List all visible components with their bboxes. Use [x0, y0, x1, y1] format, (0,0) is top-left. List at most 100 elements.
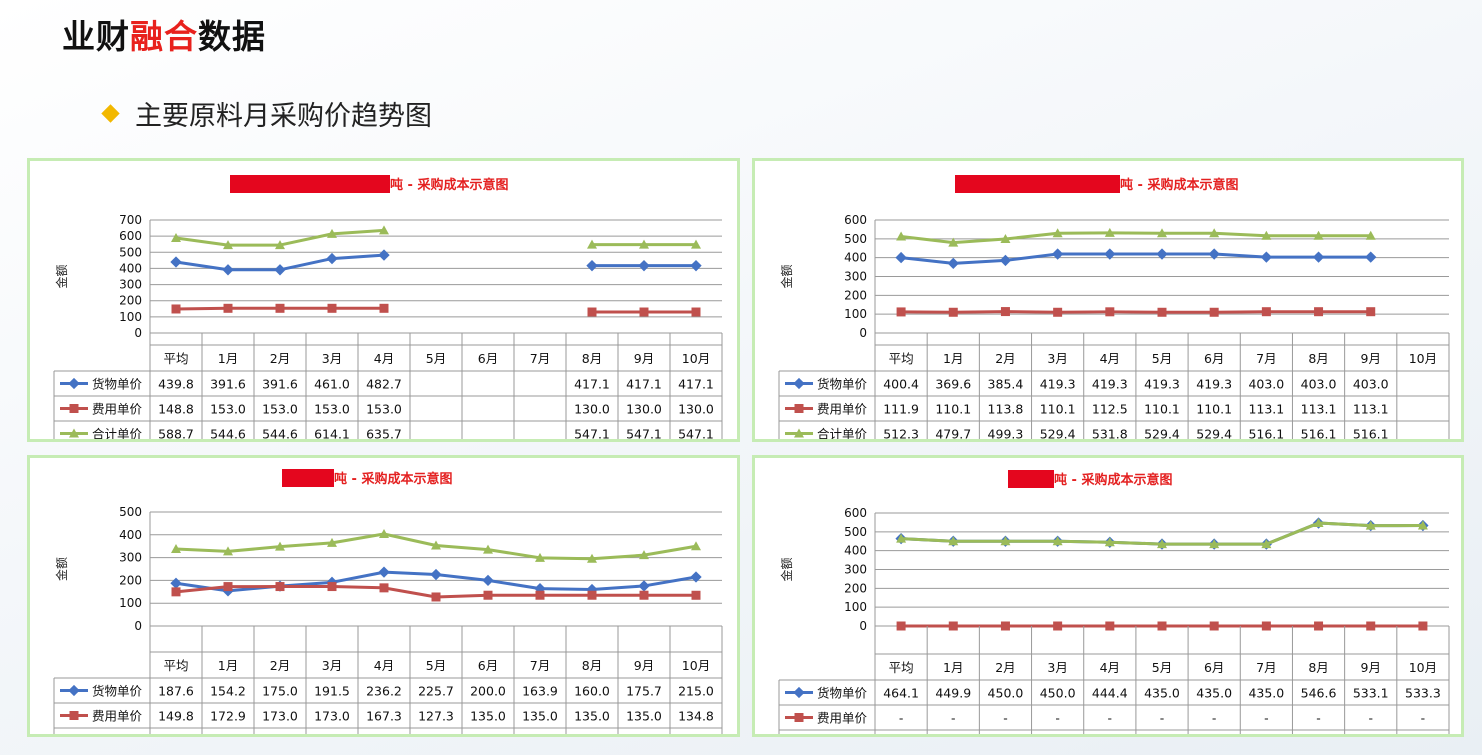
data-point — [1052, 228, 1063, 238]
y-tick-label: 0 — [134, 326, 142, 340]
data-cell: 516.1 — [1301, 427, 1337, 440]
data-cell: 533.1 — [1353, 686, 1389, 701]
data-cell: 461.0 — [314, 377, 350, 392]
data-point — [1105, 621, 1115, 631]
data-cell: 135.0 — [626, 709, 662, 724]
data-cell: 512.3 — [883, 427, 919, 440]
data-point — [691, 239, 701, 249]
data-cell: 419.3 — [1092, 377, 1128, 392]
data-cell: 154.2 — [210, 684, 246, 699]
x-tick-label: 2月 — [995, 660, 1015, 675]
data-point — [639, 307, 649, 317]
legend-marker — [68, 377, 80, 390]
data-point — [275, 303, 285, 313]
data-point — [1000, 307, 1010, 317]
data-cell: 130.0 — [574, 402, 610, 417]
data-point — [275, 582, 285, 592]
data-point — [948, 536, 959, 546]
y-tick-label: 500 — [844, 232, 867, 246]
data-point — [1157, 539, 1167, 549]
data-point — [690, 260, 702, 272]
x-tick-label: 8月 — [1308, 660, 1328, 675]
data-cell: 134.8 — [678, 709, 714, 724]
y-tick-label: 300 — [119, 551, 142, 565]
data-cell: 635.7 — [366, 427, 402, 440]
data-cell: 113.1 — [1248, 402, 1284, 417]
x-tick-label: 5月 — [426, 351, 446, 366]
data-cell: 173.0 — [262, 709, 298, 724]
data-point — [327, 303, 337, 313]
data-point — [327, 537, 337, 547]
data-point — [691, 590, 701, 600]
series-3 — [896, 227, 1376, 247]
data-cell: 435.0 — [1196, 686, 1232, 701]
data-point — [1000, 233, 1011, 243]
legend-marker — [69, 428, 79, 438]
data-cell: 403.0 — [1301, 377, 1337, 392]
data-cell: 173.0 — [314, 709, 350, 724]
x-tick-label: 1月 — [218, 351, 238, 366]
x-tick-label: 10月 — [1409, 660, 1437, 675]
data-cell: 348.0 — [262, 734, 298, 735]
data-cell: 546.6 — [1301, 686, 1337, 701]
data-cell: 533.3 — [1405, 686, 1441, 701]
data-point — [327, 582, 337, 592]
y-tick-label: 400 — [844, 544, 867, 558]
data-cell: - — [1055, 711, 1060, 726]
data-cell: 110.1 — [1144, 402, 1180, 417]
data-cell: 236.2 — [366, 684, 402, 699]
data-cell: 364.6 — [314, 734, 350, 735]
data-cell: 464.1 — [883, 686, 919, 701]
data-point — [999, 254, 1012, 267]
data-point — [171, 304, 181, 314]
data-cell: 419.3 — [1196, 377, 1232, 392]
data-cell: 531.8 — [1092, 427, 1128, 440]
data-point — [1365, 251, 1377, 263]
chart-panel-2: 吨 - 采购成本示意图 金额 0 100 200 300 400 500 600 平均 1月 2月 3月… — [752, 158, 1464, 442]
data-cell: 225.7 — [418, 684, 454, 699]
x-tick-label: 1月 — [943, 660, 963, 675]
x-tick-label: 3月 — [1047, 660, 1067, 675]
x-tick-label: 6月 — [478, 658, 498, 673]
x-tick-label: 7月 — [1256, 351, 1276, 366]
title-redaction-block — [230, 175, 390, 193]
data-cell: 435.0 — [1144, 686, 1180, 701]
y-tick-label: 300 — [844, 270, 867, 284]
data-cell: 111.9 — [883, 402, 919, 417]
data-point — [1313, 230, 1324, 240]
data-point — [1366, 621, 1376, 631]
data-point — [1156, 248, 1168, 260]
data-cell: 547.1 — [678, 427, 714, 440]
data-cell: 588.7 — [158, 427, 194, 440]
data-point — [223, 303, 233, 313]
data-point — [587, 590, 597, 600]
y-tick-label: 300 — [844, 563, 867, 577]
x-tick-label: 4月 — [1100, 660, 1120, 675]
data-cell: - — [1316, 711, 1321, 726]
y-tick-label: 200 — [844, 288, 867, 302]
data-point — [1053, 307, 1063, 317]
x-tick-label: 1月 — [218, 658, 238, 673]
data-cell: 544.6 — [210, 427, 246, 440]
data-point — [896, 307, 906, 317]
data-point — [1209, 621, 1219, 631]
data-point — [275, 541, 285, 551]
legend-label: 费用单价 — [817, 402, 868, 417]
data-point — [1261, 230, 1272, 240]
section-subtitle-text: 主要原料月采购价趋势图 — [135, 101, 432, 132]
data-point — [586, 260, 598, 272]
data-cell: 419.3 — [1144, 377, 1180, 392]
data-point — [535, 590, 545, 600]
data-cell: 148.8 — [158, 402, 194, 417]
data-cell: 400.4 — [883, 377, 919, 392]
data-cell: 153.0 — [262, 402, 298, 417]
data-point — [895, 251, 907, 264]
x-tick-label: 6月 — [1204, 351, 1224, 366]
data-cell: - — [1421, 711, 1426, 726]
data-cell: 614.1 — [314, 427, 350, 440]
data-cell: 135.0 — [574, 709, 610, 724]
chart-title: 吨 - 采购成本示意图 — [390, 177, 508, 193]
legend-marker — [69, 404, 79, 413]
